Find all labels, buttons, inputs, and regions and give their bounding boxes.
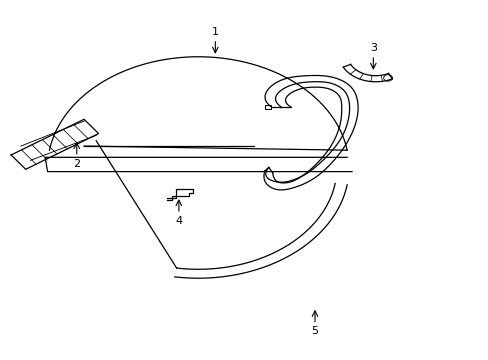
Text: 4: 4 xyxy=(175,216,182,226)
Text: 3: 3 xyxy=(369,43,376,53)
Text: 1: 1 xyxy=(211,27,218,37)
Text: 2: 2 xyxy=(73,158,80,168)
Bar xyxy=(264,105,270,109)
Text: 5: 5 xyxy=(311,327,318,337)
